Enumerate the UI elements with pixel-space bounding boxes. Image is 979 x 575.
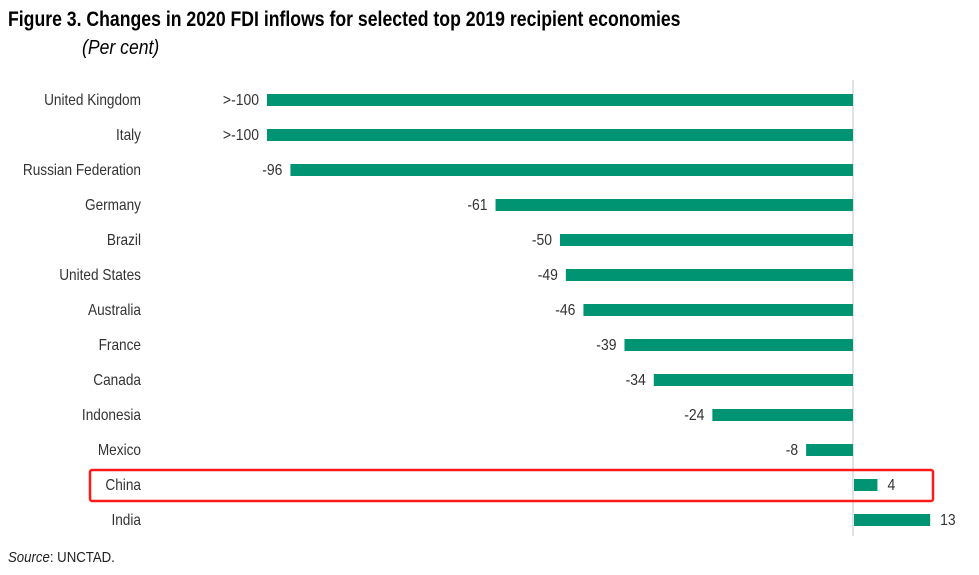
category-label: France [99,337,141,354]
data-label: -61 [467,197,487,214]
data-label: -34 [626,372,646,389]
source-label: Source [8,549,50,566]
category-label: Mexico [98,442,141,459]
category-label: Brazil [107,232,141,249]
data-label: -39 [596,337,616,354]
category-label: Germany [85,197,142,214]
chart-subtitle: (Per cent) [82,37,160,59]
category-label: United States [59,267,141,284]
bar-canada [653,374,853,386]
highlight-box [88,468,935,503]
category-label: India [111,512,141,529]
category-label: Canada [93,372,142,389]
data-label: -49 [538,267,558,284]
bar-mexico [806,444,853,456]
category-label: Indonesia [82,407,142,424]
data-label: -50 [532,232,552,249]
category-label: Australia [88,302,142,319]
data-label: >-100 [223,127,259,144]
data-label: 4 [887,477,895,494]
source-text: : UNCTAD. [49,549,115,566]
category-label: United Kingdom [44,92,141,109]
chart-title: Figure 3. Changes in 2020 FDI inflows fo… [8,8,681,31]
bar-australia [583,304,853,316]
data-label: 13 [940,512,956,529]
bar-france [624,339,853,351]
data-label: -96 [262,162,282,179]
bar-united-states [565,269,853,281]
bar-russian-federation [290,164,853,176]
bar-indonesia [712,409,853,421]
category-label: Russian Federation [23,162,141,179]
bar-india [854,514,931,526]
category-label: China [105,477,141,494]
category-label: Italy [116,127,142,144]
bar-brazil [560,234,853,246]
bar-china [854,479,878,491]
bar-united-kingdom [267,94,853,106]
source-note: Source: UNCTAD. [8,549,115,566]
data-label: -8 [786,442,798,459]
data-label: -24 [684,407,704,424]
bar-italy [267,129,853,141]
data-label: >-100 [223,92,259,109]
bar-germany [495,199,853,211]
data-label: -46 [555,302,575,319]
